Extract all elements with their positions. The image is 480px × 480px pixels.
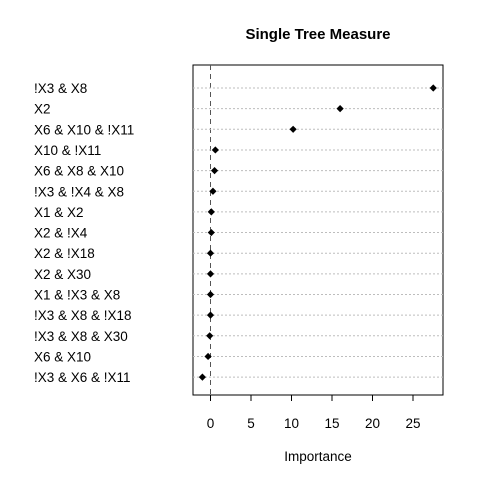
category-label: !X3 & X8 & X30 — [34, 329, 128, 344]
data-points — [198, 84, 437, 381]
category-label: X1 & !X3 & X8 — [34, 288, 120, 303]
category-labels: !X3 & X8 X2 X6 & X10 & !X11 X10 & !X11 X6 & … — [34, 81, 134, 385]
grid-lines — [193, 87, 443, 378]
plot-frame — [192, 64, 444, 396]
category-label: X1 & X2 — [34, 205, 84, 220]
category-label: X6 & X10 — [34, 349, 91, 364]
category-label: X2 — [34, 102, 51, 117]
data-point — [336, 105, 344, 113]
category-label: X6 & X10 & !X11 — [34, 122, 134, 137]
x-tick-label: 10 — [284, 416, 299, 431]
x-tick-label: 20 — [365, 416, 380, 431]
category-label: X2 & X30 — [34, 267, 91, 282]
data-point — [210, 167, 219, 175]
data-point — [206, 290, 215, 299]
x-tick-label: 15 — [324, 416, 339, 431]
data-point — [211, 146, 219, 154]
x-tick-label: 0 — [207, 416, 215, 431]
x-axis-title: Importance — [284, 449, 352, 464]
data-point — [198, 373, 206, 381]
category-label: X10 & !X11 — [34, 143, 101, 158]
data-point — [206, 311, 215, 319]
x-tick-label: 25 — [405, 416, 420, 431]
x-axis: 0 5 10 15 20 25 — [207, 395, 421, 431]
chart-title: Single Tree Measure — [245, 26, 390, 43]
data-point — [204, 352, 212, 361]
category-label: X6 & X8 & X10 — [34, 164, 124, 179]
data-point — [429, 84, 437, 92]
data-point — [206, 332, 214, 340]
category-label: X2 & !X4 — [34, 226, 88, 241]
data-point — [206, 270, 215, 278]
category-label: !X3 & X6 & !X11 — [34, 370, 131, 385]
category-label: !X3 & X8 & !X18 — [34, 308, 132, 323]
data-point — [209, 187, 217, 195]
category-label: !X3 & !X4 & X8 — [34, 184, 124, 199]
category-label: !X3 & X8 — [34, 81, 87, 96]
data-point — [207, 228, 215, 237]
x-tick-label: 5 — [247, 416, 255, 431]
data-point — [207, 208, 215, 216]
data-point — [289, 125, 297, 133]
category-label: X2 & !X18 — [34, 246, 95, 261]
data-point — [206, 249, 215, 257]
